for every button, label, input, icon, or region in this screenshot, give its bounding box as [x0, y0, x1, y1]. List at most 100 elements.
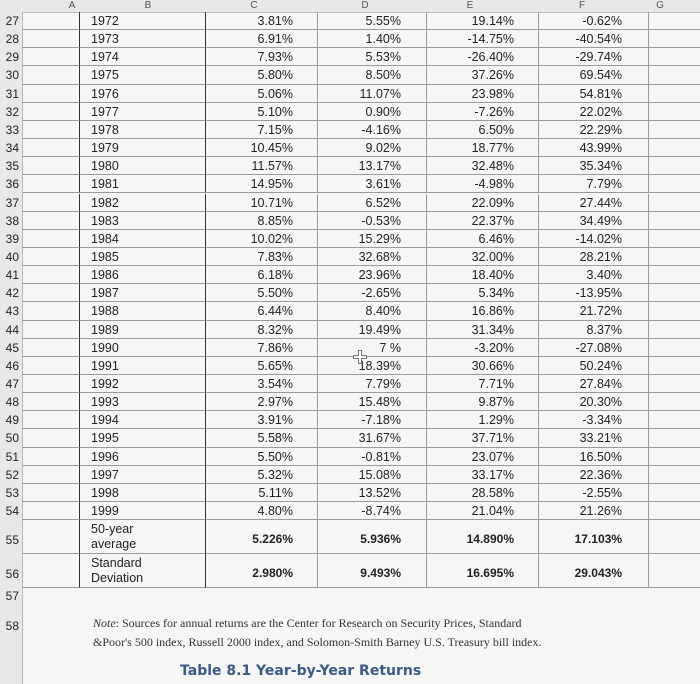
russell-cell[interactable]: 22.37%	[427, 211, 539, 230]
year-cell[interactable]: 1987	[80, 284, 206, 303]
row-number[interactable]: 54	[5, 504, 19, 519]
cell-g[interactable]	[649, 357, 700, 375]
row-number[interactable]: 34	[5, 141, 19, 156]
cell-a[interactable]	[22, 229, 80, 248]
year-cell[interactable]: 1988	[80, 302, 206, 321]
column-header-f[interactable]: F	[578, 0, 586, 11]
sp500-cell[interactable]: -8.74%	[318, 502, 427, 521]
russell-cell[interactable]: 37.71%	[427, 429, 539, 448]
treasury-cell[interactable]: 7.79%	[539, 175, 649, 194]
cell-a[interactable]	[22, 120, 80, 140]
row-number[interactable]: 55	[5, 533, 19, 548]
year-cell[interactable]: 1977	[80, 102, 206, 121]
tbill-cell[interactable]: 10.45%	[206, 139, 318, 158]
column-header-a[interactable]: A	[68, 0, 76, 11]
cell-a[interactable]	[22, 554, 80, 589]
row-number[interactable]: 40	[5, 249, 19, 264]
cell-a[interactable]	[22, 66, 80, 85]
tbill-cell[interactable]: 5.80%	[206, 66, 318, 85]
cell-g[interactable]	[649, 30, 700, 49]
cell-g[interactable]	[649, 321, 700, 339]
cell-a[interactable]	[22, 211, 80, 230]
cell-g[interactable]	[649, 302, 700, 321]
tbill-cell[interactable]: 5.50%	[206, 284, 318, 303]
cell-g[interactable]	[649, 103, 700, 121]
treasury-cell[interactable]: 69.54%	[539, 66, 649, 85]
cell-a[interactable]	[22, 320, 80, 339]
summary-value-cell[interactable]: 2.980%	[206, 554, 318, 589]
row-number[interactable]: 52	[5, 467, 19, 482]
treasury-cell[interactable]: -29.74%	[539, 48, 649, 67]
tbill-cell[interactable]: 5.65%	[206, 356, 318, 375]
year-cell[interactable]: 1978	[80, 120, 206, 140]
russell-cell[interactable]: -7.26%	[427, 102, 539, 121]
cell-g[interactable]	[649, 284, 700, 303]
row-number[interactable]: 32	[5, 104, 19, 119]
summary-value-cell[interactable]: 5.226%	[206, 520, 318, 555]
cell-g[interactable]	[649, 139, 700, 158]
treasury-cell[interactable]: 28.21%	[539, 247, 649, 267]
cell-a[interactable]	[22, 520, 80, 555]
cell-a[interactable]	[22, 30, 80, 49]
cell-a[interactable]	[22, 284, 80, 303]
row-number[interactable]: 53	[5, 485, 19, 500]
cell-g[interactable]	[649, 266, 700, 285]
tbill-cell[interactable]: 7.15%	[206, 120, 318, 140]
sp500-cell[interactable]: 31.67%	[318, 429, 427, 448]
column-header-g[interactable]: G	[656, 0, 664, 11]
treasury-cell[interactable]: 50.24%	[539, 356, 649, 375]
summary-value-cell[interactable]: 17.103%	[539, 520, 649, 555]
cell-a[interactable]	[22, 356, 80, 375]
row-number[interactable]: 41	[5, 268, 19, 283]
sp500-cell[interactable]: 3.61%	[318, 175, 427, 194]
cell-g[interactable]	[649, 157, 700, 176]
russell-cell[interactable]: 21.04%	[427, 502, 539, 521]
summary-label-cell[interactable]: 50-year average	[80, 520, 206, 555]
tbill-cell[interactable]: 7.93%	[206, 48, 318, 67]
year-cell[interactable]: 1993	[80, 393, 206, 412]
row-number[interactable]: 44	[5, 322, 19, 337]
tbill-cell[interactable]: 10.71%	[206, 193, 318, 212]
cell-a[interactable]	[22, 429, 80, 448]
treasury-cell[interactable]: -40.54%	[539, 30, 649, 49]
cell-g[interactable]	[649, 121, 700, 140]
year-cell[interactable]: 1976	[80, 84, 206, 103]
sp500-cell[interactable]: 19.49%	[318, 320, 427, 339]
treasury-cell[interactable]: 21.26%	[539, 502, 649, 521]
cell-g[interactable]	[649, 448, 700, 466]
row-number[interactable]: 45	[5, 340, 19, 355]
sp500-cell[interactable]: 7 %	[318, 338, 427, 357]
year-cell[interactable]: 1991	[80, 356, 206, 375]
cell-a[interactable]	[22, 48, 80, 67]
sp500-cell[interactable]: 5.53%	[318, 48, 427, 67]
column-header-d[interactable]: D	[361, 0, 369, 11]
russell-cell[interactable]: 9.87%	[427, 393, 539, 412]
year-cell[interactable]: 1994	[80, 411, 206, 430]
year-cell[interactable]: 1973	[80, 30, 206, 49]
treasury-cell[interactable]: 22.36%	[539, 465, 649, 484]
treasury-cell[interactable]: 8.37%	[539, 320, 649, 339]
row-number[interactable]: 43	[5, 304, 19, 319]
cell-a[interactable]	[22, 411, 80, 430]
russell-cell[interactable]: 1.29%	[427, 411, 539, 430]
cell-g[interactable]	[649, 466, 700, 484]
treasury-cell[interactable]: 43.99%	[539, 139, 649, 158]
treasury-cell[interactable]: 20.30%	[539, 393, 649, 412]
column-header-b[interactable]: B	[144, 0, 152, 11]
cell-a[interactable]	[22, 338, 80, 357]
row-number[interactable]: 29	[5, 50, 19, 65]
sp500-cell[interactable]: 6.52%	[318, 193, 427, 212]
row-number[interactable]: 46	[5, 358, 19, 373]
russell-cell[interactable]: 16.86%	[427, 302, 539, 321]
treasury-cell[interactable]: -13.95%	[539, 284, 649, 303]
cell-g[interactable]	[649, 339, 700, 357]
tbill-cell[interactable]: 3.81%	[206, 12, 318, 31]
sp500-cell[interactable]: 9.02%	[318, 139, 427, 158]
summary-value-cell[interactable]: 5.936%	[318, 520, 427, 555]
row-number[interactable]: 30	[5, 68, 19, 83]
treasury-cell[interactable]: 21.72%	[539, 302, 649, 321]
cell-g[interactable]	[649, 520, 700, 555]
sp500-cell[interactable]: 11.07%	[318, 84, 427, 103]
cell-a[interactable]	[22, 193, 80, 212]
russell-cell[interactable]: 33.17%	[427, 465, 539, 484]
